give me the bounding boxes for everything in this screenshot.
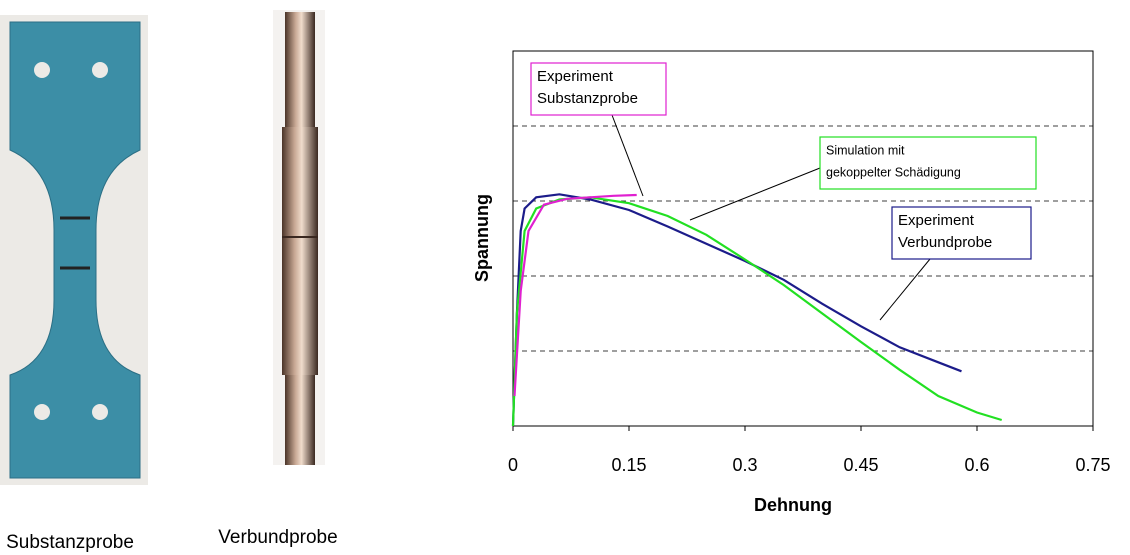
data-line xyxy=(511,196,1003,427)
plot-frame xyxy=(512,50,1094,427)
annotation-box xyxy=(891,206,1032,260)
annotation-box xyxy=(819,136,1037,190)
annotation-text: Verbundprobe xyxy=(898,234,992,251)
x-tick-label: 0.45 xyxy=(843,455,878,475)
annotation-leader xyxy=(879,258,931,321)
annotation-leader xyxy=(611,114,644,197)
photo-verbundprobe xyxy=(273,10,325,465)
photo-substanzprobe xyxy=(0,15,148,485)
x-tick-label: 0.3 xyxy=(732,455,757,475)
data-line xyxy=(511,193,962,427)
annotation-box xyxy=(530,62,667,116)
annotation-text: Substanzprobe xyxy=(537,90,638,107)
x-tick-label: 0 xyxy=(508,455,518,475)
photo-caption: Substanzprobe xyxy=(6,532,134,553)
photo-caption: Verbundprobe xyxy=(218,527,337,548)
x-axis-title: Dehnung xyxy=(754,495,832,515)
y-axis-title: Spannung xyxy=(472,194,492,282)
chart: 0 0.15 0.3 0.45 0.6 0.75 Dehnung Spannung Experi… xyxy=(472,50,1111,515)
x-tick-label: 0.15 xyxy=(611,455,646,475)
annotation-text: gekoppelter Schädigung xyxy=(826,165,961,179)
x-tick-label: 0.6 xyxy=(964,455,989,475)
data-line xyxy=(513,193,637,397)
annotation-text: Simulation mit xyxy=(826,143,905,157)
annotation-text: Experiment xyxy=(898,212,975,229)
annotation-leader xyxy=(689,167,821,221)
x-tick-label: 0.75 xyxy=(1075,455,1110,475)
annotation-text: Experiment xyxy=(537,68,614,85)
